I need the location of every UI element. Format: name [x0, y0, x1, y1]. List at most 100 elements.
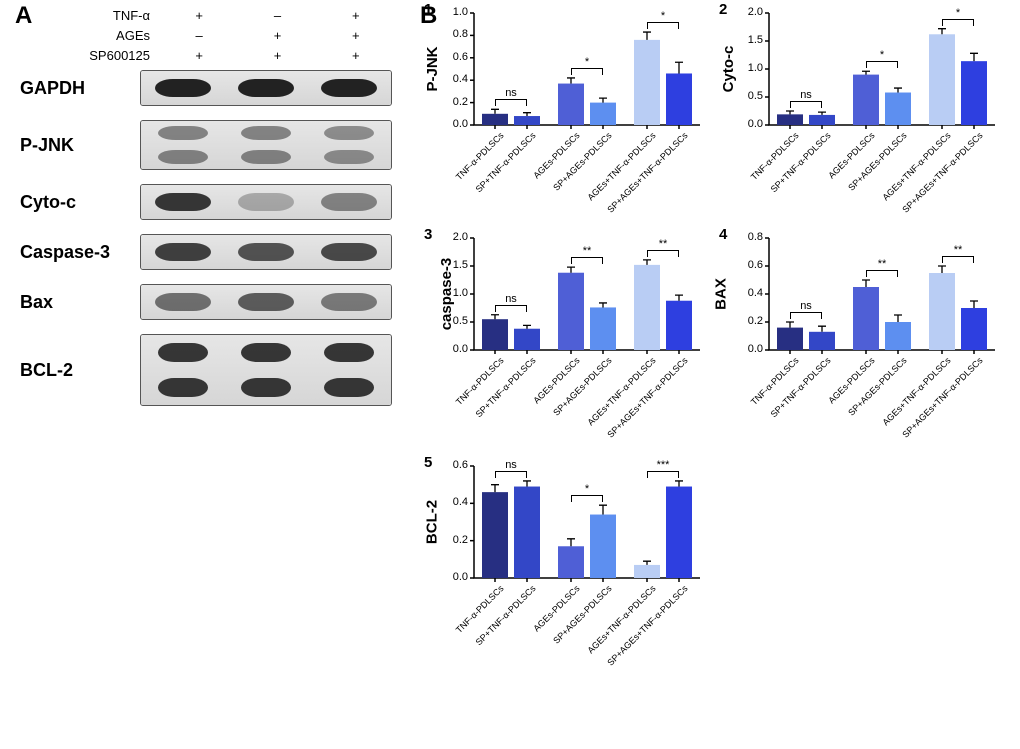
bar: [885, 93, 911, 125]
significance-bracket: ***: [647, 459, 679, 478]
significance-bracket: **: [647, 238, 679, 257]
bar: [809, 332, 835, 350]
significance-bracket: **: [866, 258, 898, 277]
y-tick-label: 0.4: [446, 73, 468, 85]
blot-image: [140, 284, 392, 320]
bar-chart: Cyto-c20.00.51.01.52.0ns**TNF-α-PDLSCsSP…: [725, 5, 1005, 227]
treatment-label: TNF-α: [55, 8, 160, 23]
blot-image: [140, 70, 392, 106]
treatment-values: +++: [160, 48, 395, 63]
blot-row: Cyto-c: [15, 184, 395, 220]
significance-text: ns: [495, 293, 527, 305]
y-tick-label: 0.2: [446, 96, 468, 108]
y-tick-label: 0.6: [741, 259, 763, 271]
bar: [777, 114, 803, 125]
figure-root: A B TNF-α+–+AGEs–++SP600125+++ GAPDHP-JN…: [0, 0, 1020, 749]
significance-text: ns: [495, 459, 527, 471]
chart-y-label: BCL-2: [424, 500, 441, 544]
bar-chart: BAX40.00.20.40.60.8ns****TNF-α-PDLSCsSP+…: [725, 230, 1005, 452]
y-tick-label: 1.0: [446, 6, 468, 18]
treatment-values: – + +: [160, 28, 395, 43]
blot-stack: GAPDHP-JNKCyto-cCaspase-3BaxBCL-2: [15, 70, 395, 420]
significance-text: *: [942, 7, 974, 19]
blot-image: [140, 120, 392, 170]
bar: [777, 328, 803, 350]
chart-y-label: BAX: [712, 278, 729, 310]
blot-row: Caspase-3: [15, 234, 395, 270]
treatment-values: + – +: [160, 8, 395, 23]
y-tick-label: 0.0: [446, 118, 468, 130]
y-tick-label: 1.0: [741, 62, 763, 74]
y-tick-label: 0.6: [446, 51, 468, 63]
chart-y-label: P-JNK: [424, 46, 441, 91]
significance-bracket: ns: [790, 89, 822, 108]
significance-bracket: **: [942, 244, 974, 263]
significance-text: *: [866, 49, 898, 61]
chart-y-label: Cyto-c: [720, 46, 737, 93]
bar: [634, 565, 660, 578]
bar: [853, 287, 879, 350]
bar: [961, 61, 987, 125]
chart-number: 3: [424, 226, 432, 243]
significance-text: **: [866, 258, 898, 270]
bar: [929, 34, 955, 125]
significance-text: ns: [495, 87, 527, 99]
y-tick-label: 0.0: [446, 343, 468, 355]
bar: [482, 319, 508, 350]
treatment-value: –: [172, 28, 227, 43]
treatment-row: SP600125+++: [55, 45, 395, 65]
y-tick-label: 0.2: [446, 534, 468, 546]
y-tick-label: 1.0: [446, 287, 468, 299]
bar: [885, 322, 911, 350]
treatment-value: +: [250, 28, 305, 43]
bar: [558, 84, 584, 125]
bar: [666, 487, 692, 578]
significance-text: **: [571, 245, 603, 257]
significance-text: *: [571, 483, 603, 495]
chart-number: 5: [424, 454, 432, 471]
blot-image: [140, 334, 392, 406]
significance-bracket: *: [571, 56, 603, 75]
bar: [634, 40, 660, 125]
chart-number: 2: [719, 1, 727, 18]
y-tick-label: 0.2: [741, 315, 763, 327]
bar: [514, 116, 540, 125]
chart-number: 4: [719, 226, 727, 243]
significance-text: ns: [790, 89, 822, 101]
panel-a-western-blot: TNF-α+–+AGEs–++SP600125+++ GAPDHP-JNKCyt…: [15, 0, 405, 530]
bar-chart: caspase-330.00.51.01.52.0ns****TNF-α-PDL…: [430, 230, 710, 452]
treatment-label: AGEs: [55, 28, 160, 43]
y-tick-label: 0.8: [446, 28, 468, 40]
bar: [961, 308, 987, 350]
blot-label: Bax: [15, 292, 140, 313]
significance-bracket: ns: [495, 293, 527, 312]
significance-bracket: ns: [495, 459, 527, 478]
treatment-value: +: [328, 28, 383, 43]
y-tick-label: 0.6: [446, 459, 468, 471]
y-tick-label: 2.0: [741, 6, 763, 18]
treatment-row: AGEs– + +: [55, 25, 395, 45]
y-tick-label: 0.4: [741, 287, 763, 299]
y-tick-label: 1.5: [741, 34, 763, 46]
treatment-value: +: [328, 8, 383, 23]
treatment-value: +: [328, 48, 383, 63]
bar: [590, 515, 616, 578]
blot-label: Cyto-c: [15, 192, 140, 213]
treatment-value: –: [250, 8, 305, 23]
significance-bracket: **: [571, 245, 603, 264]
blot-image: [140, 234, 392, 270]
bar: [929, 273, 955, 350]
treatment-label: SP600125: [55, 48, 160, 63]
bar: [590, 103, 616, 125]
y-tick-label: 0.5: [741, 90, 763, 102]
significance-bracket: *: [866, 49, 898, 68]
significance-text: *: [647, 10, 679, 22]
y-tick-label: 0.8: [741, 231, 763, 243]
bar-chart: P-JNK10.00.20.40.60.81.0ns**TNF-α-PDLSCs…: [430, 5, 710, 227]
blot-row: P-JNK: [15, 120, 395, 170]
treatment-value: +: [172, 8, 227, 23]
significance-text: *: [571, 56, 603, 68]
bar: [514, 329, 540, 350]
blot-label: GAPDH: [15, 78, 140, 99]
bar: [558, 273, 584, 350]
